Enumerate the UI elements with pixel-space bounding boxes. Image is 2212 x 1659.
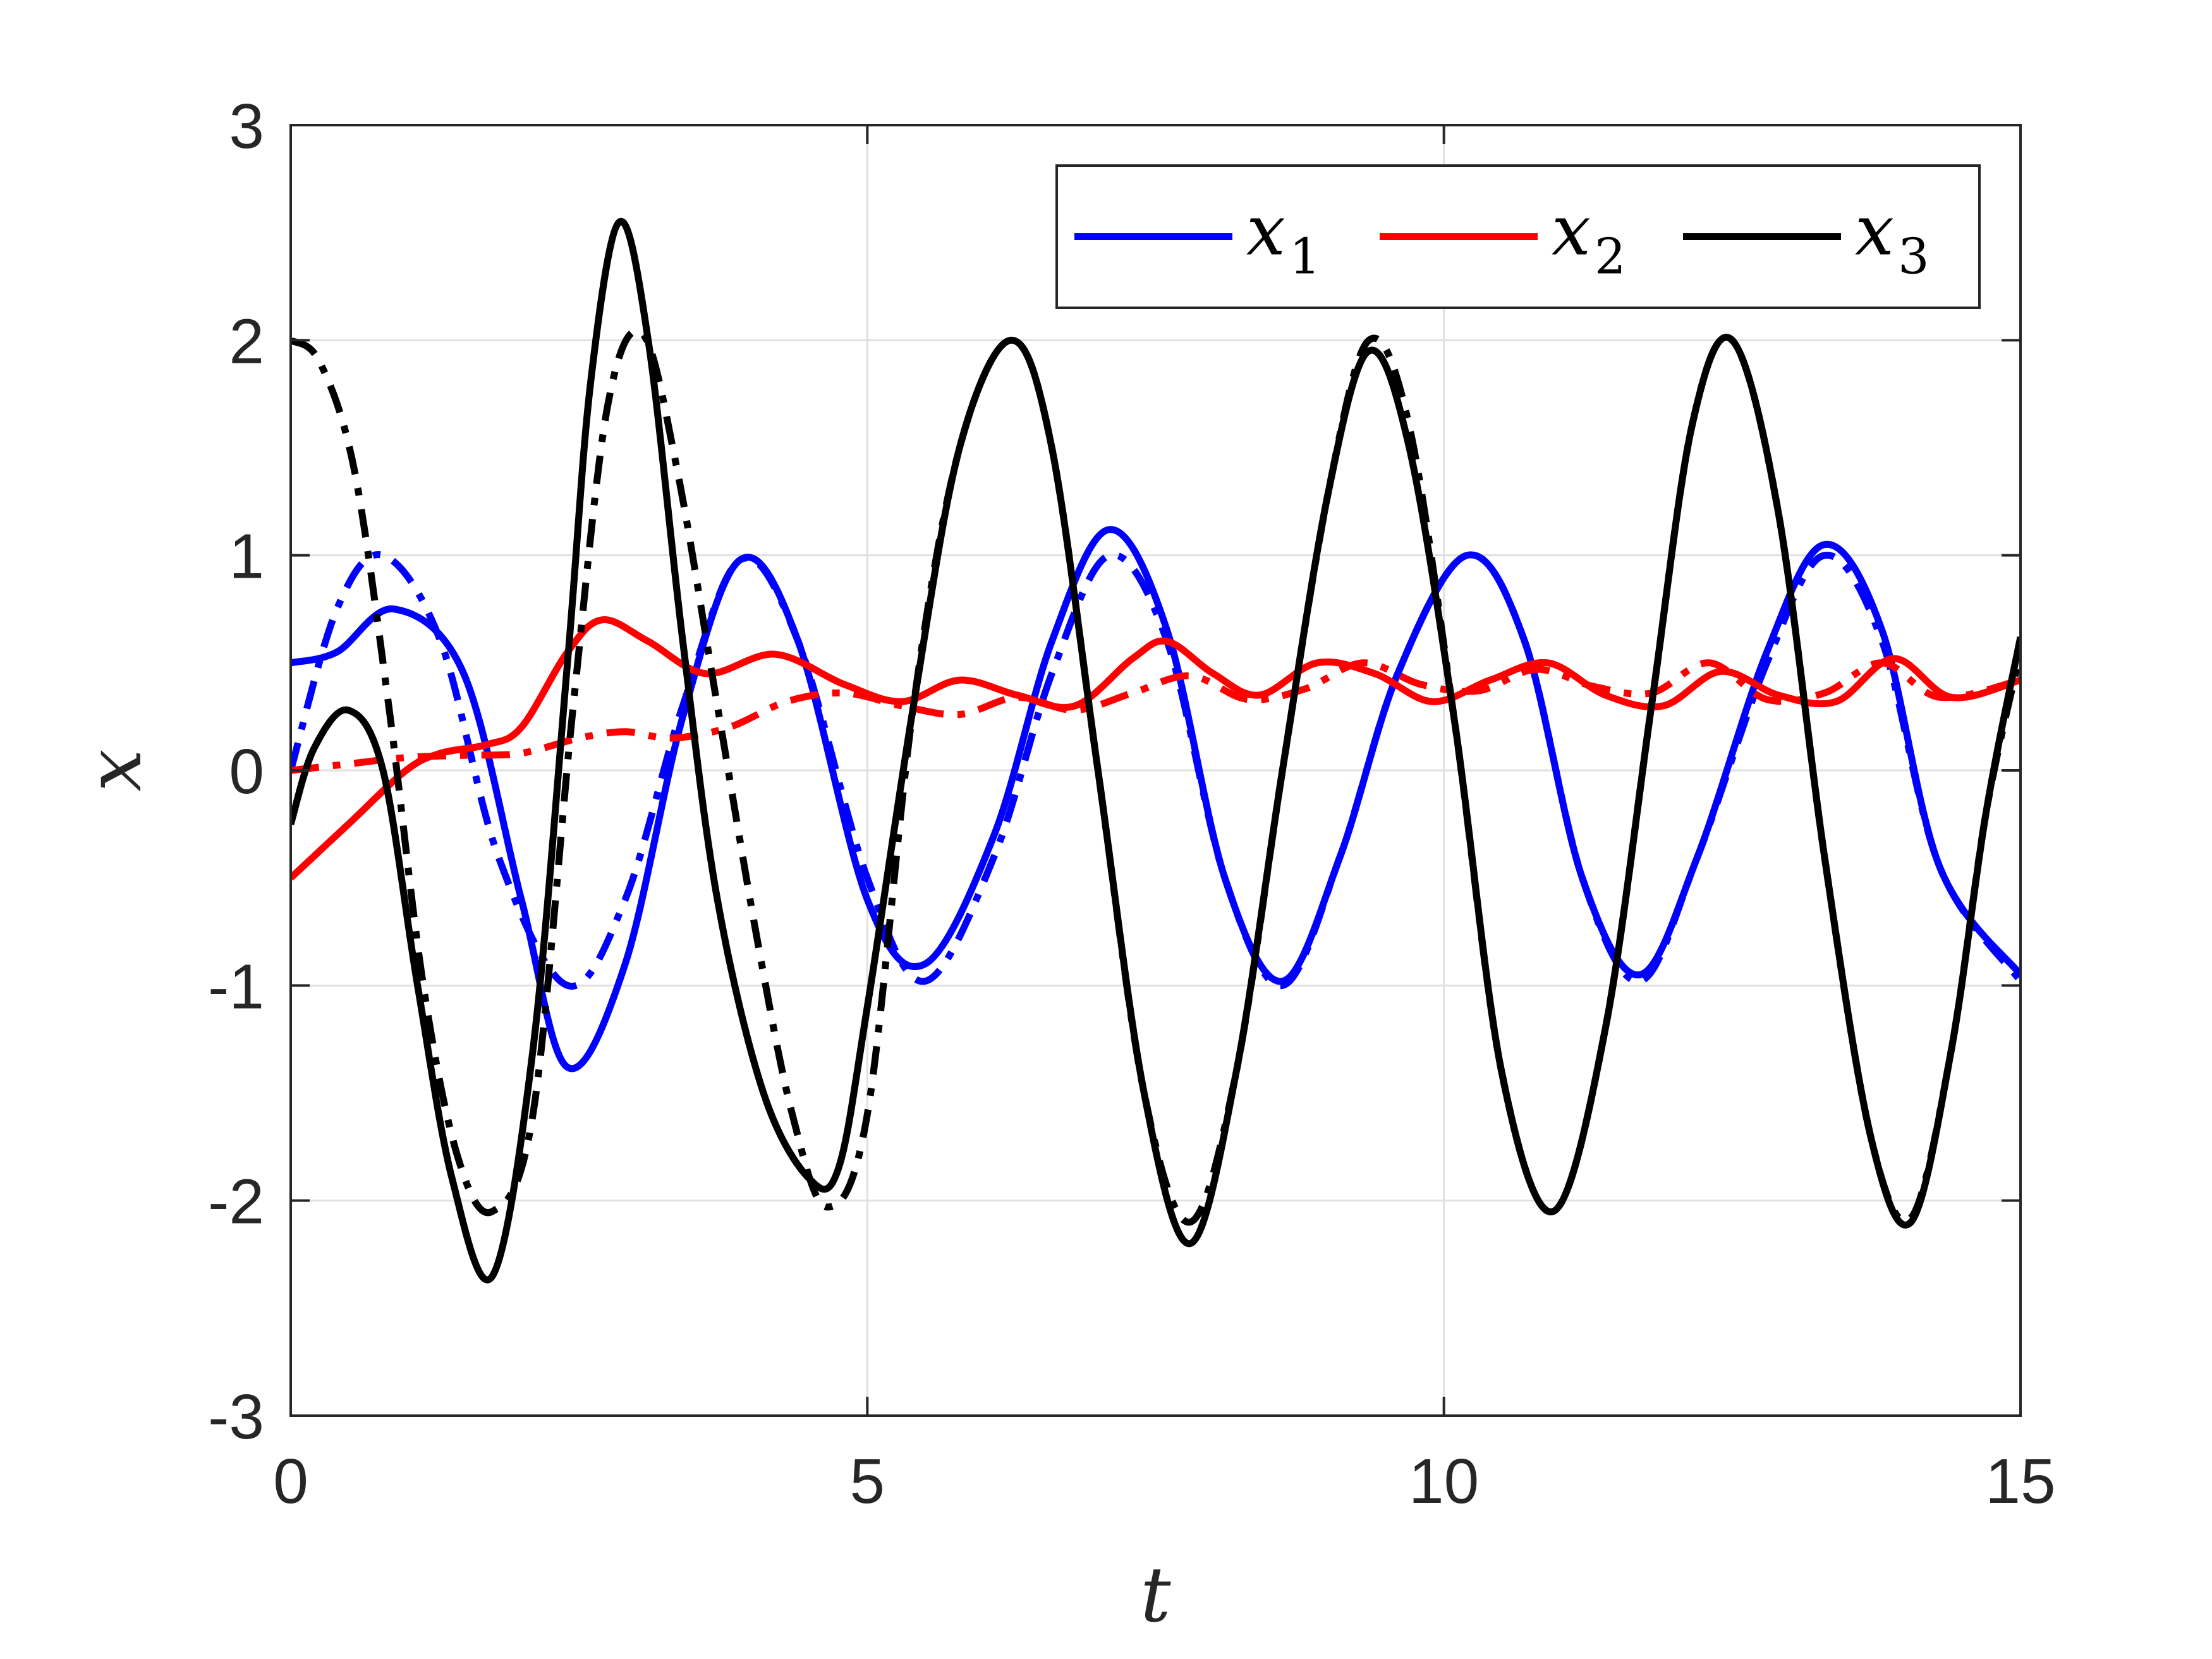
y-tick-label: -1 — [208, 951, 264, 1022]
tick-marks — [289, 124, 2022, 1417]
series-line-2 — [291, 551, 2021, 990]
y-tick-label: -3 — [208, 1382, 264, 1452]
x-tick-label: 15 — [1985, 1446, 2055, 1517]
y-tick-label: 3 — [229, 91, 264, 162]
y-tick-label: 2 — [229, 306, 264, 377]
tick-labels: 0 5 10 15 -3 -2 -1 0 1 2 3 — [208, 91, 2056, 1517]
y-tick-label: 1 — [229, 521, 264, 592]
series-line-4 — [291, 659, 2021, 774]
series-line-6 — [291, 327, 2021, 1226]
y-tick-label: -2 — [208, 1167, 264, 1237]
x-tick-label: 5 — [850, 1446, 885, 1517]
legend-label-2: x2 — [1552, 190, 1626, 286]
series-line-3 — [291, 616, 2021, 881]
legend: x1 x2 x3 — [1055, 164, 1981, 309]
y-tick-label: 0 — [229, 736, 264, 807]
x-tick-label: 10 — [1409, 1446, 1479, 1517]
series-layer — [291, 217, 2021, 1284]
y-axis-label: x — [71, 749, 159, 792]
x-axis-label: t — [1140, 1552, 1171, 1639]
x-tick-label: 0 — [273, 1446, 308, 1517]
legend-label-3: x3 — [1855, 190, 1929, 286]
